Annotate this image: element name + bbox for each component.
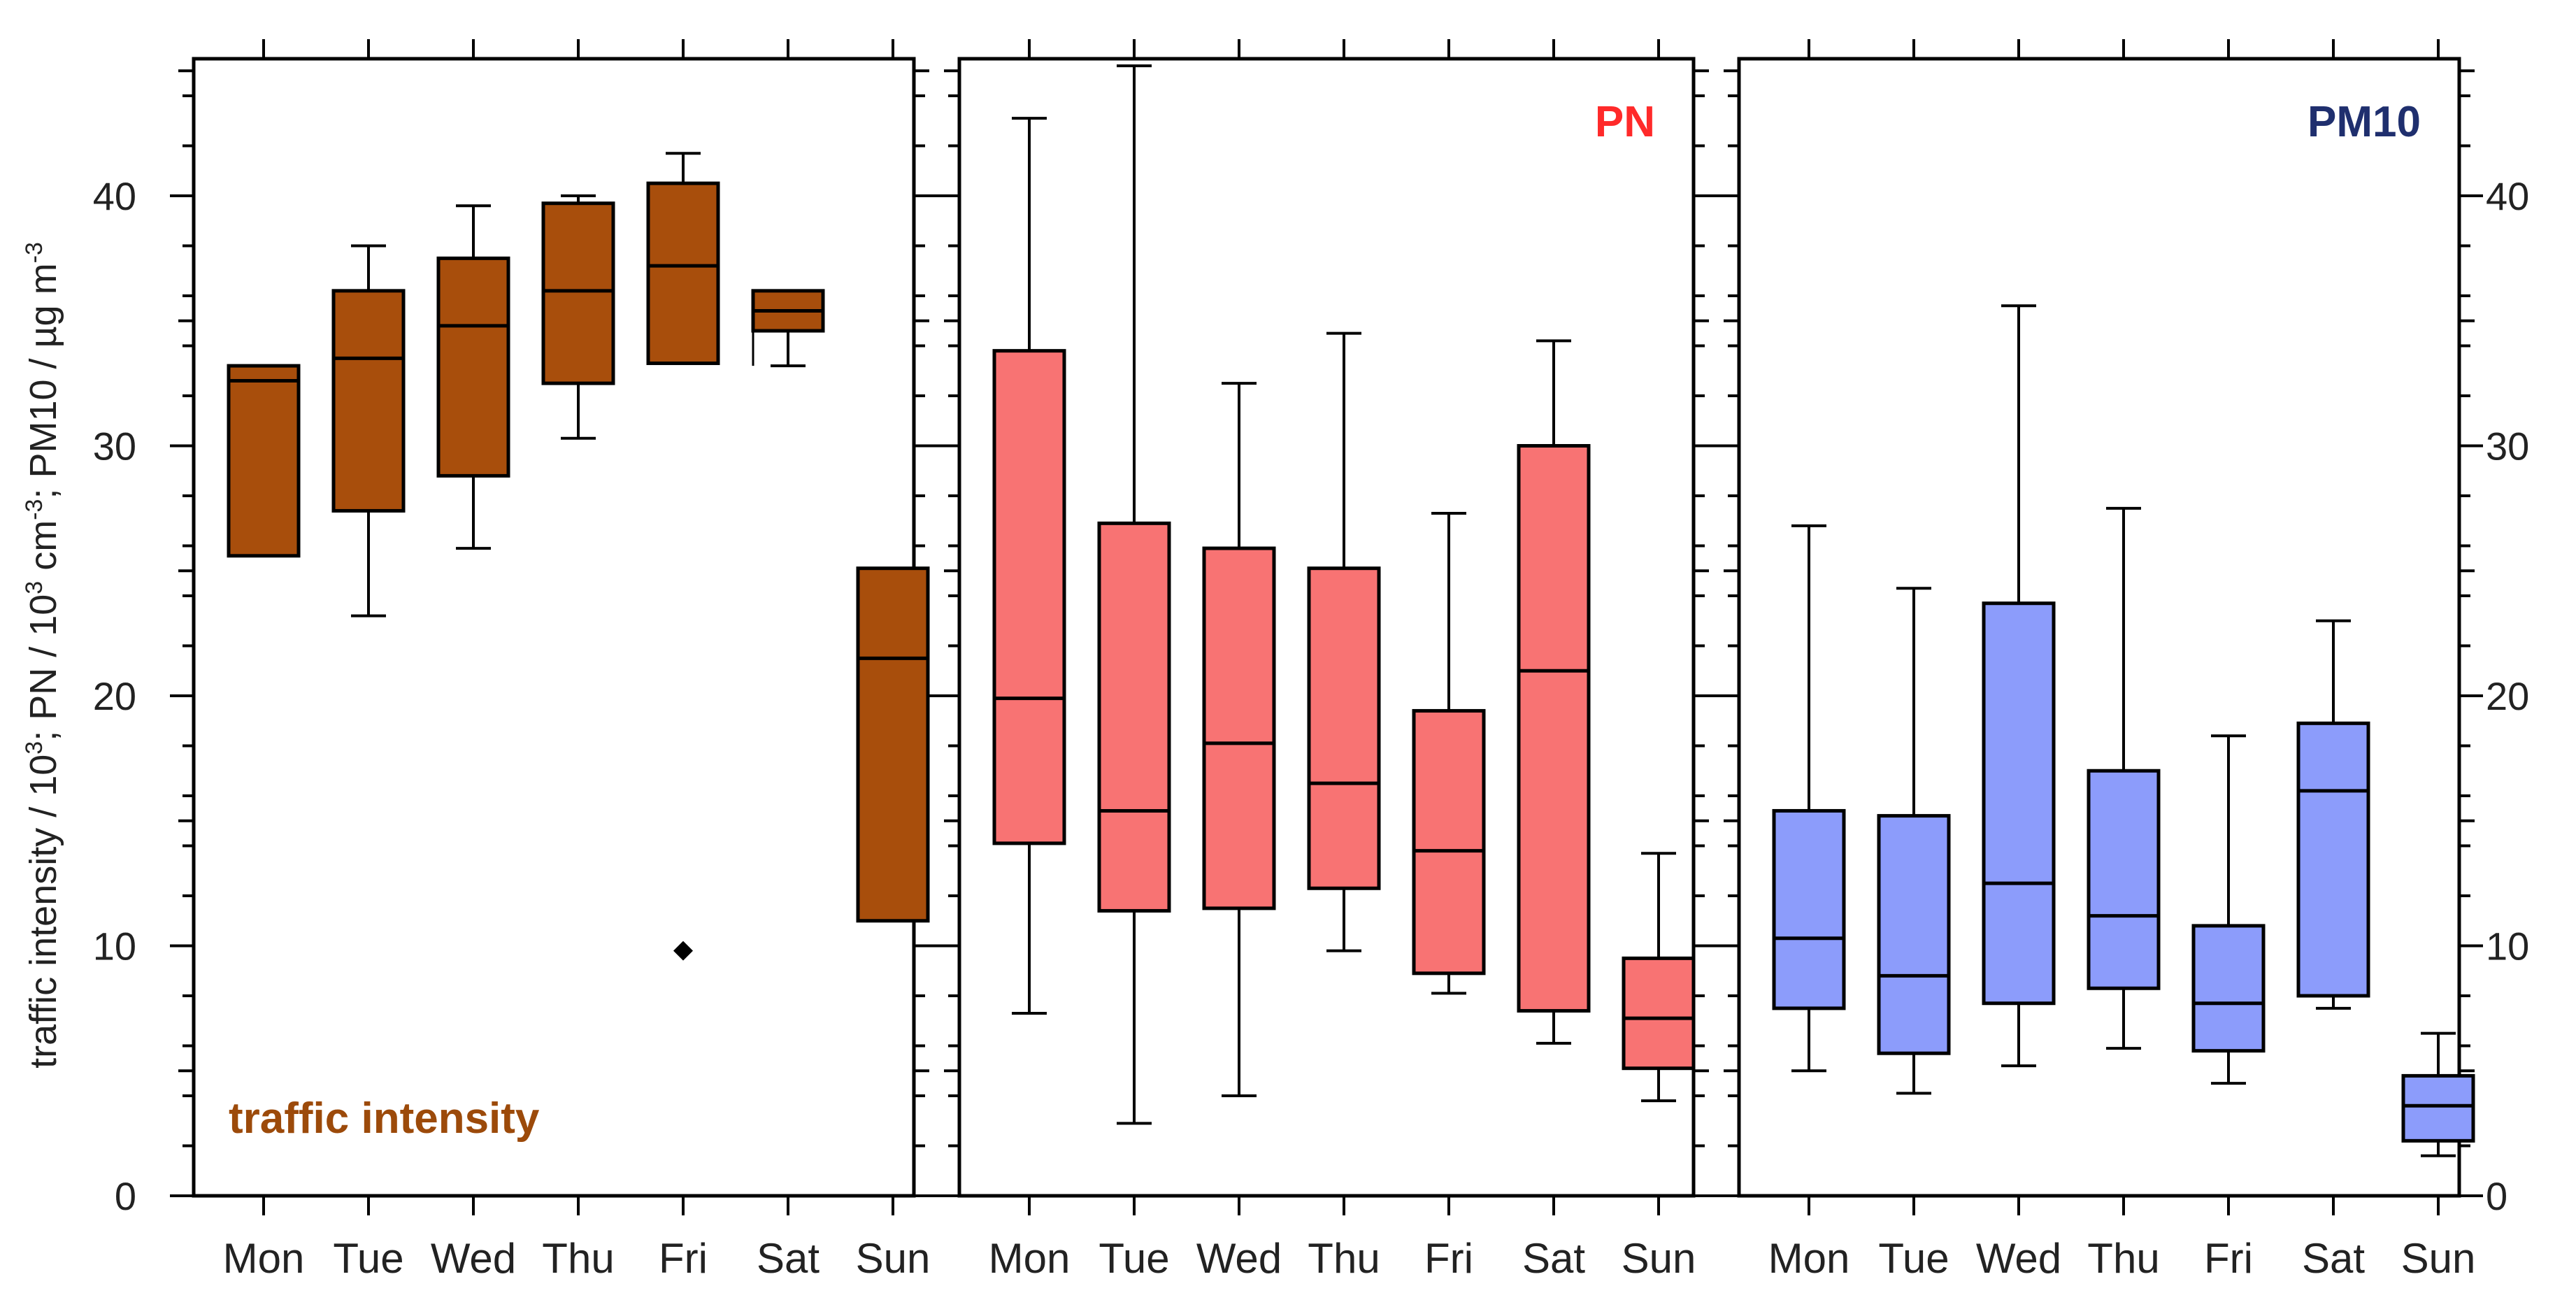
x-tick-label: Thu bbox=[2087, 1235, 2159, 1282]
outlier-point bbox=[673, 941, 693, 961]
x-tick-label: Sat bbox=[757, 1235, 820, 1282]
y-axis-label-superscript: -3 bbox=[21, 499, 48, 520]
y-axis-label-part: ; PM10 / µg m bbox=[22, 263, 64, 499]
y-tick-label-left: 10 bbox=[93, 924, 136, 969]
box-iqr bbox=[1982, 601, 2056, 1006]
box-iqr bbox=[1202, 546, 1276, 910]
box-sun bbox=[1622, 852, 1696, 1103]
box-iqr bbox=[2401, 1073, 2475, 1143]
y-axis-label-superscript: 3 bbox=[21, 581, 48, 594]
y-axis-label-superscript: -3 bbox=[21, 242, 48, 263]
box-iqr bbox=[2296, 721, 2370, 998]
box-fri bbox=[646, 152, 720, 961]
panel-pm10: Mon Tue Wed Thu Fri Sat Sun PM10 bbox=[1715, 39, 2483, 1282]
x-tick-label: Wed bbox=[1196, 1235, 1282, 1282]
box-tue bbox=[331, 244, 406, 617]
y-tick-label-right: 30 bbox=[2486, 424, 2529, 469]
x-tick-label: Sat bbox=[2302, 1235, 2365, 1282]
x-tick-label: Sun bbox=[856, 1235, 931, 1282]
box-iqr bbox=[331, 289, 406, 513]
box-sun bbox=[856, 566, 930, 923]
y-axis-label-part: traffic intensity / 10 bbox=[22, 755, 64, 1069]
x-tick-label: Thu bbox=[1308, 1235, 1380, 1282]
x-tick-label: Tue bbox=[1878, 1235, 1949, 1282]
x-tick-label: Tue bbox=[1099, 1235, 1169, 1282]
x-tick-label: Wed bbox=[431, 1235, 516, 1282]
y-tick-label-right: 40 bbox=[2486, 174, 2529, 218]
box-iqr bbox=[1517, 444, 1591, 1013]
box-iqr bbox=[227, 364, 301, 558]
box-iqr bbox=[1412, 708, 1486, 976]
y-tick-label-right: 0 bbox=[2486, 1174, 2507, 1218]
x-tick-label: Fri bbox=[1424, 1235, 1473, 1282]
y-tick-label-right: 10 bbox=[2486, 924, 2529, 969]
y-tick-label-left: 30 bbox=[93, 424, 136, 469]
box-iqr bbox=[856, 566, 930, 923]
box-thu bbox=[541, 194, 615, 440]
box-iqr bbox=[436, 256, 510, 478]
box-iqr bbox=[1097, 521, 1171, 913]
x-tick-label: Mon bbox=[1768, 1235, 1850, 1282]
box-fri bbox=[1412, 512, 1486, 995]
box-tue bbox=[1097, 64, 1171, 1125]
box-tue bbox=[1877, 587, 1951, 1095]
y-tick-label-right: 20 bbox=[2486, 674, 2529, 718]
panel-frame bbox=[1737, 57, 2461, 1198]
box-thu bbox=[2087, 506, 2161, 1050]
y-axis-label-superscript: 3 bbox=[21, 741, 48, 755]
box-wed bbox=[1982, 304, 2056, 1068]
box-mon bbox=[227, 364, 301, 558]
box-iqr bbox=[992, 349, 1066, 845]
x-tick-label: Sun bbox=[2401, 1235, 2476, 1282]
box-thu bbox=[1307, 331, 1381, 952]
x-tick-label: Thu bbox=[542, 1235, 614, 1282]
box-mon bbox=[992, 117, 1066, 1015]
box-iqr bbox=[541, 201, 615, 385]
box-sat bbox=[1517, 339, 1591, 1045]
box-iqr bbox=[1877, 814, 1951, 1055]
y-tick-label-left: 20 bbox=[93, 674, 136, 718]
panel-frame bbox=[957, 57, 1696, 1198]
box-fri bbox=[2191, 734, 2266, 1085]
x-tick-label: Mon bbox=[223, 1235, 305, 1282]
y-tick-label-left: 0 bbox=[115, 1174, 136, 1218]
y-axis-label-part: ; PN / 10 bbox=[22, 594, 64, 741]
box-mon bbox=[1772, 524, 1846, 1073]
panel-label: PN bbox=[1595, 98, 1655, 146]
y-axis-label-part: cm bbox=[22, 520, 64, 581]
box-sun bbox=[2401, 1031, 2475, 1157]
box-sat bbox=[2296, 619, 2370, 1010]
box-wed bbox=[1202, 382, 1276, 1097]
box-sat bbox=[751, 289, 825, 368]
x-tick-label: Fri bbox=[659, 1235, 708, 1282]
x-tick-label: Sat bbox=[1522, 1235, 1585, 1282]
box-iqr bbox=[1772, 808, 1846, 1010]
box-iqr bbox=[2087, 769, 2161, 990]
box-wed bbox=[436, 204, 510, 550]
x-tick-label: Tue bbox=[333, 1235, 403, 1282]
panel-label: PM10 bbox=[2307, 98, 2421, 146]
box-iqr bbox=[646, 181, 720, 366]
y-tick-label-left: 40 bbox=[93, 174, 136, 218]
box-iqr bbox=[1622, 956, 1696, 1071]
x-tick-label: Fri bbox=[2204, 1235, 2253, 1282]
panel-traffic-intensity: Mon Tue Wed Thu Fri Sat Sun traffic intensity bbox=[170, 39, 938, 1282]
panel-pn: Mon Tue Wed Thu Fri Sat Sun PN bbox=[936, 39, 1717, 1282]
x-tick-label: Mon bbox=[989, 1235, 1071, 1282]
panel-label: traffic intensity bbox=[229, 1094, 540, 1143]
box-iqr bbox=[2191, 924, 2266, 1053]
x-tick-label: Sun bbox=[1622, 1235, 1696, 1282]
box-iqr bbox=[1307, 566, 1381, 890]
x-tick-label: Wed bbox=[1976, 1235, 2061, 1282]
y-axis-label: traffic intensity / 103; PN / 103 cm-3; … bbox=[21, 242, 64, 1069]
